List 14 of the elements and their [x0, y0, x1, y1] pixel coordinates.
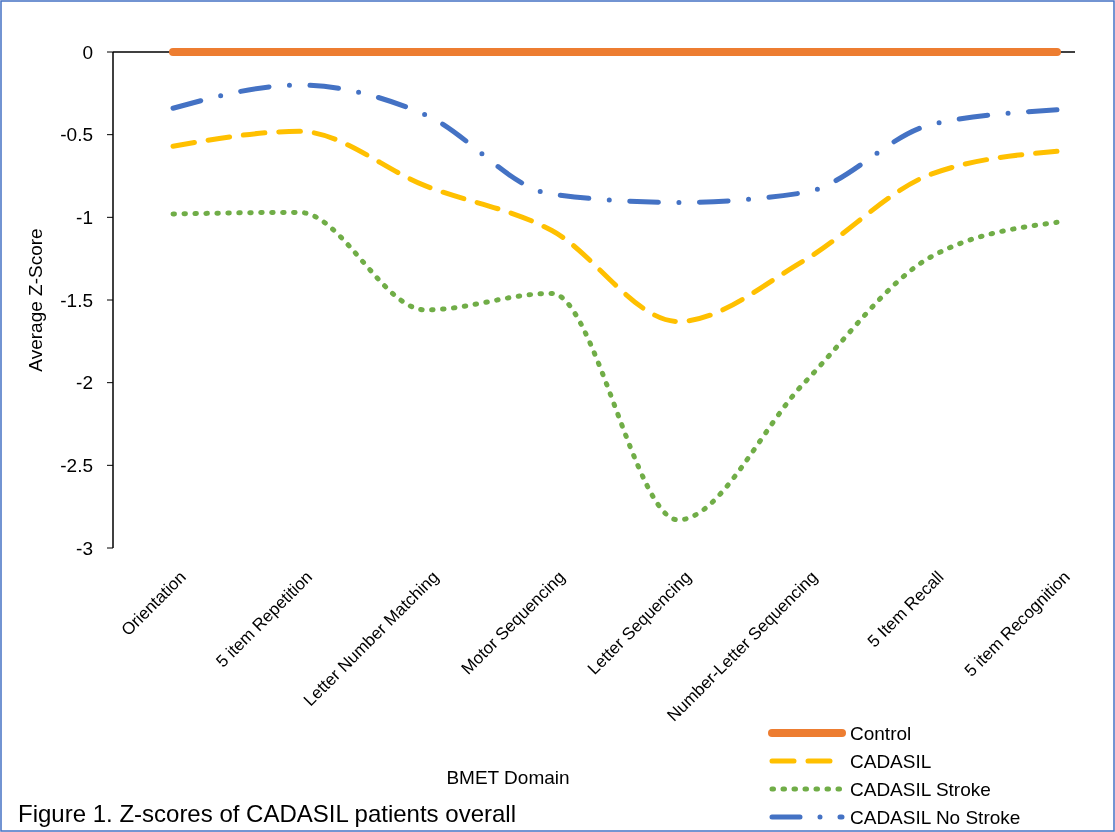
legend-label: CADASIL Stroke: [850, 778, 991, 800]
y-tick-label: -2.5: [60, 454, 93, 476]
y-axis-title: Average Z-Score: [25, 228, 46, 372]
y-tick-label: -1.5: [60, 289, 93, 311]
y-tick-label: -3: [76, 537, 93, 559]
y-tick-label: -1: [76, 206, 93, 228]
y-tick-label: -0.5: [60, 124, 93, 146]
legend-label: CADASIL: [850, 750, 932, 772]
y-tick-label: -2: [76, 372, 93, 394]
legend-label: Control: [850, 722, 912, 744]
legend-label: CADASIL No Stroke: [850, 806, 1021, 828]
caption: Figure 1. Z-scores of CADASIL patients overall: [18, 800, 516, 827]
y-tick-label: 0: [82, 41, 93, 63]
x-axis-title: BMET Domain: [446, 767, 570, 788]
